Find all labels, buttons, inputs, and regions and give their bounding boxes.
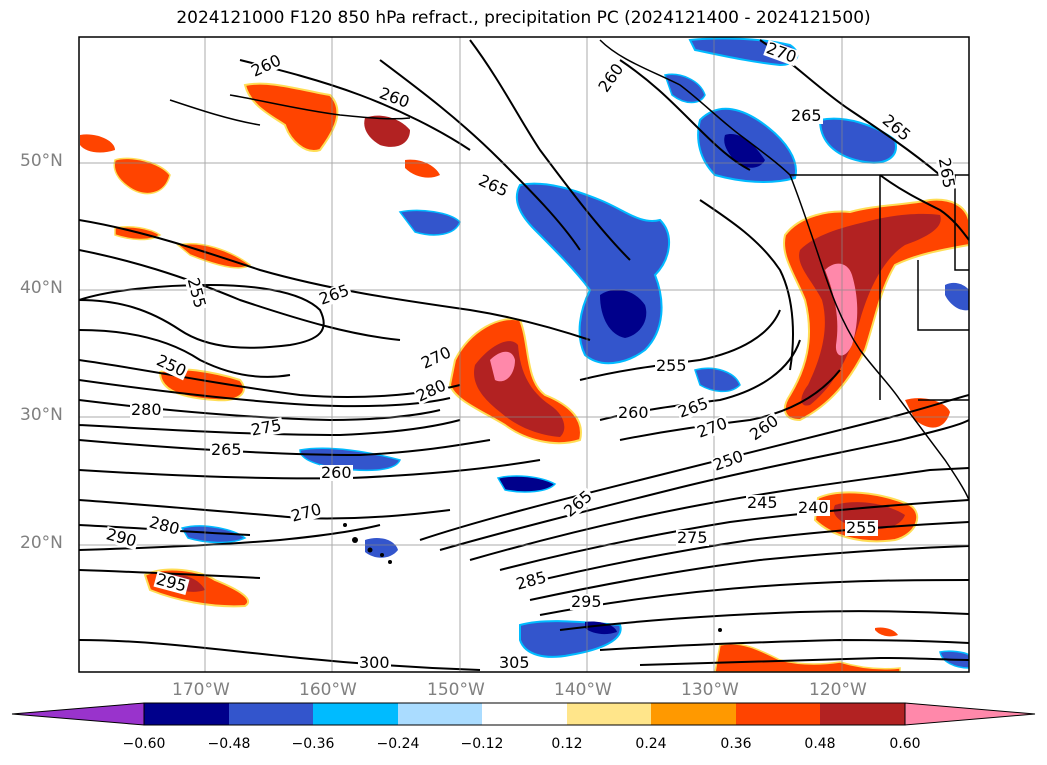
lat-label-30n: 30°N xyxy=(20,405,63,425)
contour-label: 280 xyxy=(130,400,163,419)
lat-label-20n: 20°N xyxy=(20,533,63,553)
contour-label: 265 xyxy=(934,155,959,191)
map-frame xyxy=(78,36,970,673)
colorbar-right-arrow xyxy=(904,702,1036,726)
colorbar-tick: 0.12 xyxy=(551,736,583,752)
coastlines xyxy=(169,39,969,501)
graticule xyxy=(79,37,969,672)
colorbar-tick: −0.36 xyxy=(291,736,335,752)
colorbar-tick: −0.48 xyxy=(207,736,251,752)
lon-label-120w: 120°W xyxy=(809,680,867,700)
contour-label: 265 xyxy=(790,106,823,125)
islands xyxy=(343,523,722,632)
colorbar-tick: 0.36 xyxy=(720,736,752,752)
colorbar-tick: −0.60 xyxy=(122,736,166,752)
colorbar-tick: 0.24 xyxy=(635,736,667,752)
contour-label: 255 xyxy=(655,356,688,375)
lon-label-140w: 140°W xyxy=(554,680,612,700)
lat-label-50n: 50°N xyxy=(20,151,63,171)
colorbar xyxy=(11,702,1036,726)
lon-label-160w: 160°W xyxy=(299,680,357,700)
contour-label: 260 xyxy=(320,463,353,482)
contour-label: 275 xyxy=(676,528,709,547)
contour-label: 245 xyxy=(746,493,779,512)
contour-label: 260 xyxy=(617,403,650,422)
contour-label: 265 xyxy=(210,440,243,459)
contour-label: 255 xyxy=(845,518,878,537)
lat-label-40n: 40°N xyxy=(20,278,63,298)
colorbar-tick: 0.60 xyxy=(889,736,921,752)
contour-label: 305 xyxy=(498,653,531,672)
colorbar-left-arrow xyxy=(11,702,145,726)
lon-label-130w: 130°W xyxy=(681,680,739,700)
map-title: 2024121000 F120 850 hPa refract., precip… xyxy=(176,8,871,28)
colorbar-tick: −0.12 xyxy=(460,736,504,752)
lon-label-150w: 150°W xyxy=(427,680,485,700)
contour-label: 300 xyxy=(358,653,391,672)
colorbar-tick: 0.48 xyxy=(804,736,836,752)
lon-label-170w: 170°W xyxy=(172,680,230,700)
contour-label: 240 xyxy=(797,498,830,517)
colorbar-tick: −0.24 xyxy=(376,736,420,752)
contour-label: 295 xyxy=(570,592,603,611)
